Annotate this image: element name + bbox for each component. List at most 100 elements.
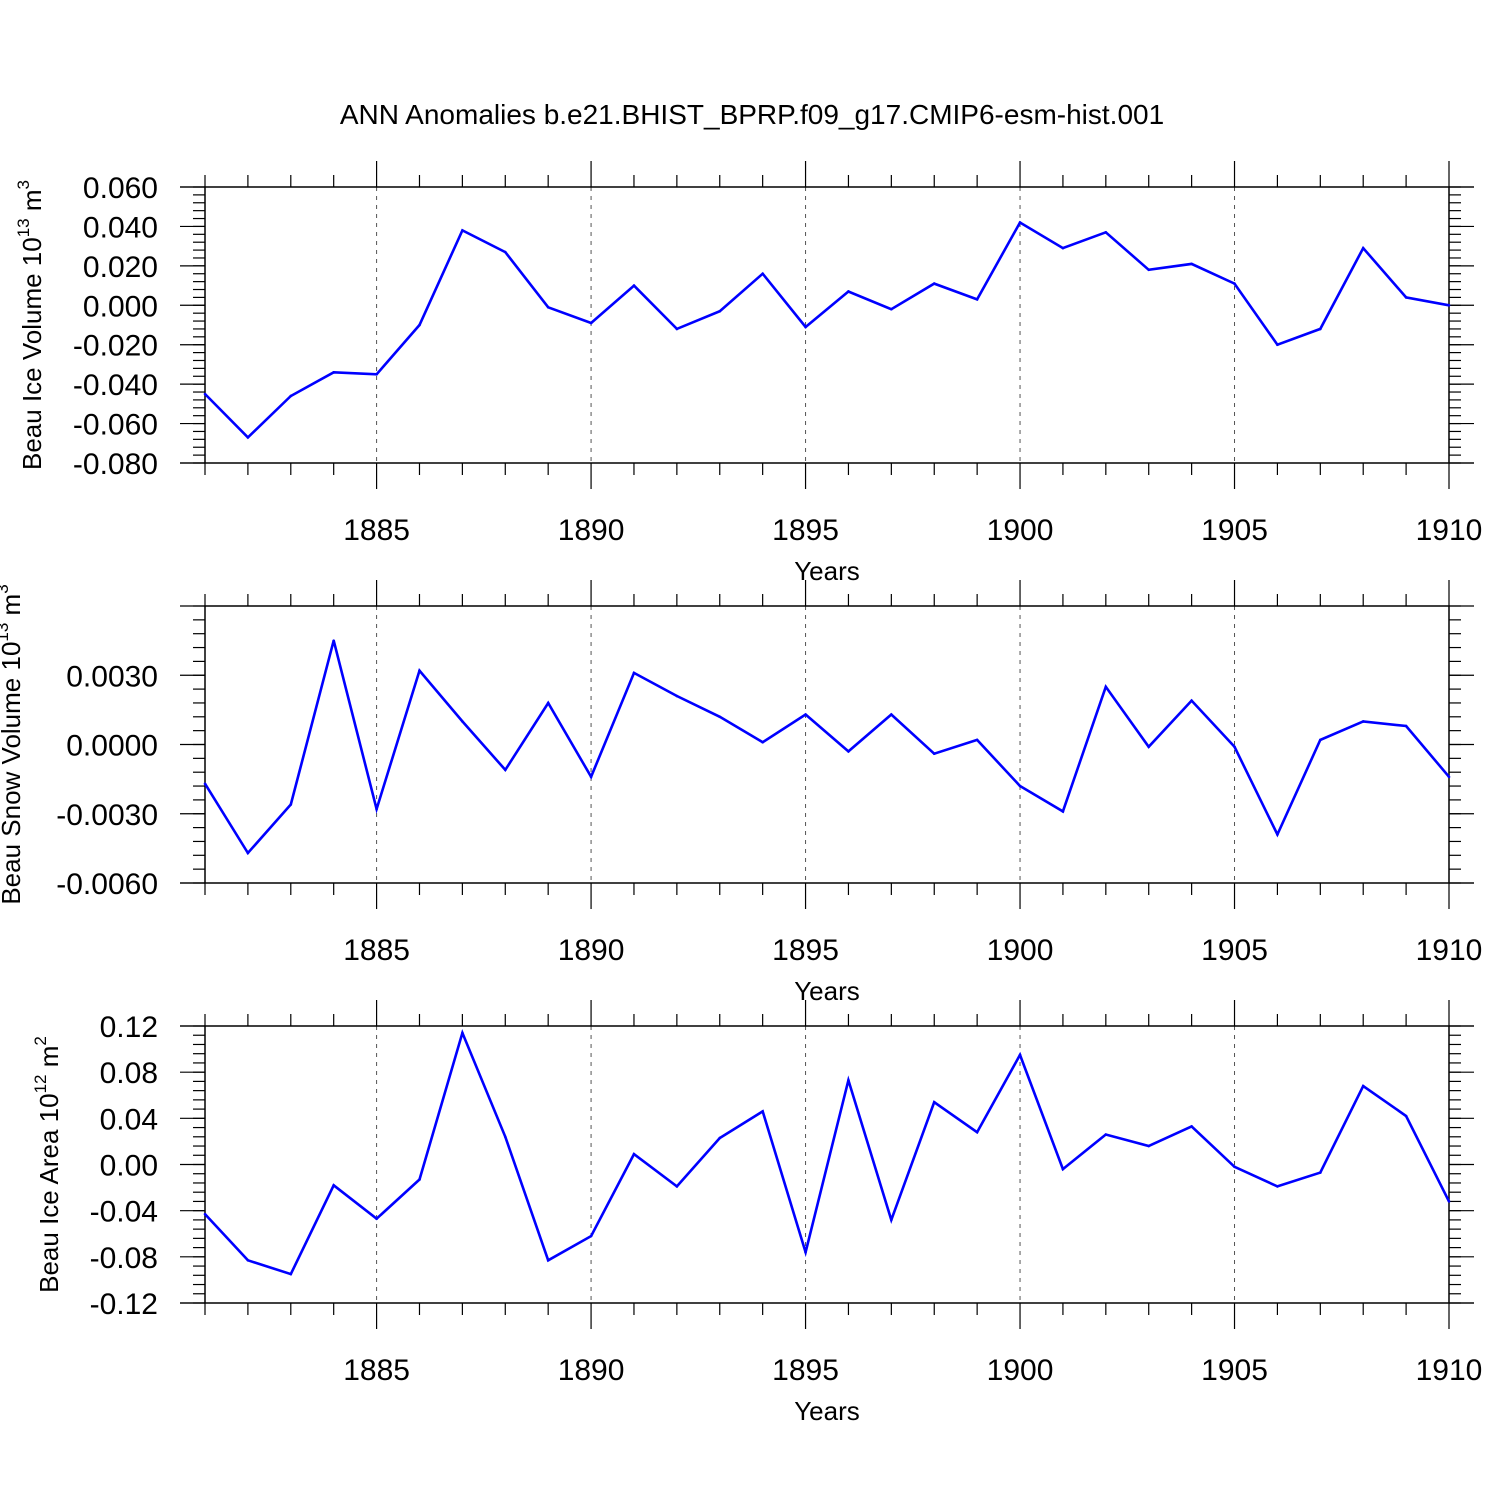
- data-point-1885: [375, 807, 378, 811]
- data-point-1884: [332, 639, 335, 642]
- y-axis-title: Beau Ice Volume 1013 m3: [14, 180, 47, 470]
- data-point-1895: [804, 325, 807, 329]
- data-point-1883: [289, 803, 293, 806]
- data-point-1893: [718, 309, 722, 313]
- data-point-1886: [418, 1178, 421, 1181]
- data-point-1899: [975, 738, 979, 742]
- data-point-1892: [675, 1185, 679, 1188]
- y-axis-title: Beau Snow Volume 1013 m3: [0, 584, 26, 904]
- data-point-1896: [847, 290, 850, 293]
- y-tick-label: -0.040: [73, 369, 158, 402]
- plot-frame: [204, 186, 1450, 464]
- data-point-1890: [589, 1234, 593, 1238]
- data-point-1906: [1276, 343, 1279, 347]
- data-point-1907: [1319, 738, 1322, 742]
- x-tick-label: 1885: [343, 934, 410, 967]
- data-point-1898: [932, 282, 936, 285]
- data-point-1901: [1061, 810, 1065, 813]
- y-axis-title: Beau Ice Area 1012 m2: [31, 1036, 64, 1293]
- panel-3: 1885 1890 1895 1900 1905 1910 Years -0.12 -0.08 -…: [31, 1000, 1482, 1426]
- x-tick-label: 1905: [1201, 934, 1268, 967]
- data-point-1883: [289, 394, 293, 398]
- data-point-1902: [1104, 685, 1108, 689]
- data-point-1883: [289, 1272, 293, 1276]
- data-point-1905: [1233, 282, 1236, 285]
- data-point-1908: [1361, 720, 1365, 723]
- y-tick-label: 0.000: [83, 290, 158, 323]
- data-point-1888: [503, 1135, 507, 1139]
- x-tick-label: 1900: [987, 1354, 1054, 1387]
- data-point-1894: [761, 272, 764, 276]
- x-tick-label: 1895: [772, 934, 839, 967]
- data-point-1881: [203, 392, 207, 396]
- x-tick-label: 1910: [1416, 1354, 1483, 1387]
- y-tick-label: -0.0060: [56, 868, 158, 901]
- data-point-1900: [1018, 221, 1022, 224]
- data-point-1906: [1276, 1185, 1279, 1188]
- y-tick-label: 0.08: [100, 1057, 158, 1090]
- y-tick-label: 0.040: [83, 211, 158, 244]
- y-tick-label: -0.060: [73, 409, 158, 442]
- y-tick-label: 0.00: [100, 1150, 158, 1183]
- data-point-1881: [203, 1212, 207, 1216]
- data-point-1882: [246, 436, 250, 439]
- series-line: [204, 1028, 1451, 1276]
- data-point-1897: [890, 307, 893, 311]
- series-line: [203, 640, 1450, 856]
- y-tick-label: -0.020: [73, 330, 158, 363]
- data-point-1889: [546, 305, 550, 309]
- x-tick-label: 1890: [558, 1354, 625, 1387]
- y-tick-label: -0.080: [73, 448, 158, 481]
- x-tick-label: 1895: [772, 514, 839, 547]
- data-point-1896: [847, 1078, 850, 1082]
- data-point-1908: [1361, 246, 1365, 250]
- series-line: [204, 220, 1450, 440]
- data-point-1886: [418, 323, 421, 327]
- data-point-1901: [1061, 1167, 1065, 1171]
- data-point-1888: [503, 250, 507, 254]
- data-point-1907: [1319, 1171, 1322, 1174]
- y-tick-label: 0.020: [83, 251, 158, 284]
- data-point-1882: [246, 851, 250, 855]
- data-point-1904: [1190, 699, 1193, 702]
- x-tick-label: 1905: [1201, 514, 1268, 547]
- data-point-1885: [375, 1217, 378, 1221]
- data-point-1910: [1447, 1200, 1451, 1203]
- data-point-1891: [632, 1152, 636, 1156]
- data-point-1898: [932, 1100, 936, 1104]
- data-point-1884: [332, 371, 335, 374]
- x-tick-label: 1885: [343, 1354, 410, 1387]
- data-point-1882: [246, 1258, 250, 1262]
- data-point-1890: [589, 775, 593, 779]
- x-tick-label: 1910: [1416, 934, 1483, 967]
- data-point-1886: [418, 669, 421, 672]
- data-point-1885: [375, 372, 378, 376]
- y-tick-label: -0.12: [90, 1288, 158, 1321]
- data-point-1905: [1233, 1165, 1236, 1169]
- data-point-1888: [503, 768, 507, 772]
- data-point-1899: [975, 1130, 979, 1134]
- y-tick-label: -0.08: [90, 1242, 158, 1275]
- data-point-1910: [1447, 775, 1451, 779]
- data-point-1894: [761, 1110, 764, 1113]
- data-point-1896: [847, 750, 850, 753]
- data-point-1904: [1190, 262, 1193, 266]
- data-point-1906: [1276, 833, 1279, 836]
- data-point-1887: [461, 720, 464, 723]
- x-axis-title: Years: [794, 976, 860, 1006]
- y-tick-label: -0.04: [90, 1196, 158, 1229]
- data-point-1904: [1190, 1125, 1193, 1128]
- data-point-1884: [332, 1183, 335, 1187]
- x-tick-label: 1890: [558, 934, 625, 967]
- data-point-1890: [589, 321, 593, 325]
- data-point-1889: [546, 701, 550, 705]
- y-tick-label: -0.0030: [56, 799, 158, 832]
- x-tick-label: 1900: [987, 934, 1054, 967]
- panel-1: 1885 1890 1895 1900 1905 1910 Years -0.080 -0.06…: [14, 161, 1482, 586]
- data-point-1892: [675, 327, 679, 331]
- data-point-1881: [203, 782, 207, 786]
- y-tick-label: 0.060: [83, 172, 158, 205]
- data-point-1902: [1104, 1133, 1108, 1136]
- data-point-1902: [1104, 231, 1108, 234]
- x-tick-label: 1895: [772, 1354, 839, 1387]
